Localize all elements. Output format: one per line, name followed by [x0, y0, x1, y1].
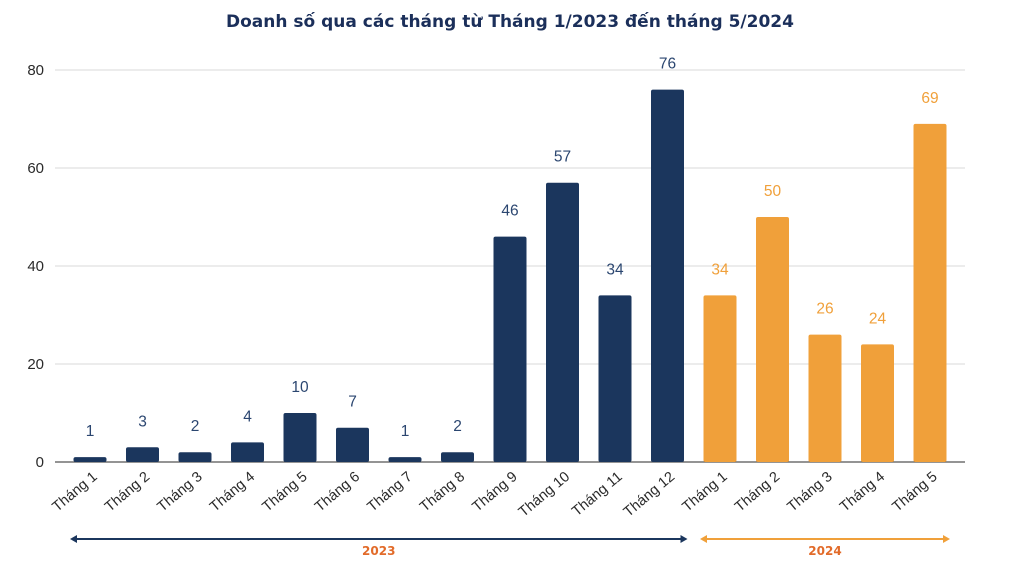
bar	[493, 236, 527, 462]
data-label: 4	[243, 408, 252, 425]
x-tick-label: Tháng 11	[569, 469, 625, 520]
bar	[546, 182, 579, 462]
x-tick-label: Tháng 4	[837, 469, 888, 515]
y-tick-label: 80	[27, 62, 44, 79]
bar	[441, 452, 474, 462]
data-label: 24	[869, 310, 887, 327]
arrow-left-icon	[700, 535, 707, 543]
chart-title: Doanh số qua các tháng từ Tháng 1/2023 đ…	[226, 12, 794, 32]
bar	[388, 457, 422, 462]
y-tick-label: 20	[27, 356, 44, 373]
x-tick-label: Tháng 2	[732, 469, 783, 515]
x-tick-label: Tháng 3	[785, 469, 836, 515]
data-label: 34	[711, 261, 729, 278]
arrow-left-icon	[70, 535, 77, 543]
x-tick-label: Tháng 5	[260, 469, 311, 515]
bar	[651, 89, 684, 462]
data-label: 50	[764, 183, 782, 200]
x-tick-label: Tháng 7	[365, 469, 416, 515]
x-tick-label: Tháng 4	[207, 469, 258, 515]
arrow-right-icon	[943, 535, 950, 543]
x-tick-label: Tháng 3	[155, 469, 206, 515]
y-tick-label: 0	[36, 454, 44, 471]
group-label: 2023	[362, 544, 395, 558]
bar	[598, 295, 632, 462]
bar	[913, 123, 947, 463]
data-label: 34	[606, 261, 624, 278]
data-label: 26	[816, 301, 833, 318]
x-tick-label: Tháng 9	[470, 469, 521, 515]
data-label: 69	[921, 90, 938, 107]
x-tick-label: Tháng 2	[102, 469, 153, 515]
x-tick-label: Tháng 1	[50, 469, 101, 515]
bar	[861, 344, 894, 462]
bar	[231, 442, 264, 462]
x-tick-label: Tháng 6	[312, 469, 363, 515]
data-label: 7	[348, 394, 357, 411]
data-label: 1	[401, 423, 410, 440]
data-label: 57	[554, 149, 571, 166]
bar	[73, 457, 107, 462]
group-label: 2024	[808, 544, 841, 558]
arrow-right-icon	[680, 535, 688, 543]
data-label: 2	[191, 418, 200, 435]
x-tick-label: Tháng 5	[890, 469, 941, 515]
bar	[756, 217, 789, 462]
x-tick-label: Tháng 1	[680, 469, 731, 515]
data-label: 46	[501, 203, 518, 220]
y-tick-label: 40	[27, 258, 44, 275]
y-tick-label: 60	[27, 160, 44, 177]
x-tick-label: Tháng 8	[417, 469, 468, 515]
data-label: 1	[86, 423, 95, 440]
bar	[808, 334, 842, 462]
bar	[283, 413, 317, 462]
x-tick-label: Tháng 10	[516, 469, 573, 521]
data-label: 10	[291, 379, 309, 396]
data-label: 2	[453, 418, 462, 435]
data-label: 76	[659, 56, 676, 73]
x-tick-label: Tháng 12	[621, 469, 678, 521]
bar	[126, 447, 159, 462]
bar	[336, 427, 369, 462]
data-label: 3	[138, 413, 147, 430]
bar	[703, 295, 737, 462]
bar	[178, 452, 212, 462]
